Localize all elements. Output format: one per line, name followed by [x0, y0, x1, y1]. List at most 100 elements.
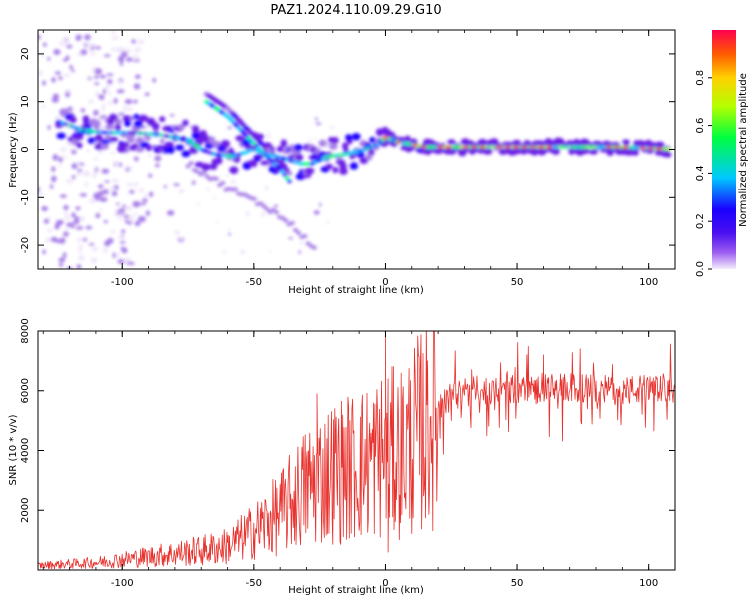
- ridge-upper-core: [251, 141, 257, 146]
- ridge-main-halo: [188, 148, 199, 154]
- noise-speck: [82, 237, 87, 242]
- ridge-upper-core: [284, 176, 290, 180]
- noise-speck: [85, 43, 94, 49]
- noise-speck: [116, 89, 125, 94]
- noise-speck: [94, 91, 100, 97]
- ridge-main-halo: [318, 139, 327, 147]
- noise-speck: [58, 263, 64, 267]
- noise-speck: [179, 236, 183, 241]
- spectrogram-xtick-label-3: 50: [511, 277, 524, 288]
- noise-speck: [58, 257, 66, 263]
- noise-speck: [51, 166, 56, 172]
- noise-speck: [103, 220, 108, 224]
- ridge-main-halo: [114, 124, 122, 132]
- ridge-main-halo: [177, 124, 185, 130]
- noise-speck: [131, 213, 139, 216]
- ridge-hotspot: [382, 135, 389, 140]
- ridge-main-halo: [201, 163, 211, 171]
- noise-speck: [75, 172, 82, 176]
- colorbar-ticks: 0.0 0.2 0.4 0.6 0.8: [695, 70, 712, 277]
- noise-speck: [137, 215, 146, 223]
- noise-speck: [228, 232, 231, 236]
- noise-speck: [55, 115, 59, 122]
- ridge-hotspot: [520, 145, 528, 149]
- noise-speck: [65, 178, 74, 184]
- ridge-main-halo: [100, 142, 109, 150]
- noise-speck: [52, 154, 58, 161]
- noise-speck: [173, 183, 180, 187]
- ridge-upper-halo: [286, 171, 293, 176]
- ridge-main-halo: [588, 149, 598, 155]
- ridge-lower-mark: [273, 210, 279, 215]
- snr-xtick-label-1: -50: [246, 578, 262, 589]
- noise-speck: [148, 191, 154, 198]
- ridge-hotspot: [647, 147, 655, 150]
- ridge-hotspot: [655, 147, 663, 150]
- noise-speck: [65, 91, 70, 98]
- noise-speck: [119, 241, 126, 244]
- noise-speck: [268, 249, 272, 252]
- noise-speck: [138, 188, 145, 193]
- noise-speck: [53, 49, 61, 55]
- noise-speck: [95, 46, 101, 50]
- noise-speck: [87, 99, 95, 104]
- ridge-upper-core: [280, 169, 285, 174]
- noise-speck: [137, 39, 145, 45]
- ridge-upper-core: [235, 124, 240, 128]
- spectrogram-xlabel: Height of straight line (km): [288, 285, 424, 296]
- ridge-lower-mark: [270, 207, 276, 212]
- noise-speck: [51, 77, 56, 83]
- noise-speck: [126, 107, 133, 112]
- noise-speck: [42, 80, 46, 86]
- noise-speck: [79, 215, 85, 222]
- ridge-main-halo: [332, 166, 339, 174]
- noise-speck: [65, 226, 69, 233]
- noise-speck: [110, 30, 116, 34]
- noise-speck: [116, 46, 125, 53]
- noise-speck: [91, 172, 97, 179]
- noise-speck: [299, 241, 305, 245]
- noise-speck: [81, 41, 86, 45]
- ridge-hotspot: [495, 145, 503, 149]
- noise-speck: [197, 201, 200, 207]
- noise-speck: [77, 168, 82, 173]
- noise-speck: [113, 185, 119, 189]
- snr-xtick-label-3: 50: [511, 578, 524, 589]
- snr-xlabel: Height of straight line (km): [288, 585, 424, 596]
- ridge-main-halo: [295, 153, 304, 162]
- noise-speck: [45, 237, 51, 243]
- noise-speck: [313, 136, 316, 140]
- ridge-main-halo: [404, 135, 411, 143]
- spectrogram-xtick-label-1: -50: [246, 277, 262, 288]
- spectrogram-xtick-label-2: 0: [382, 277, 388, 288]
- ridge-main-halo: [349, 162, 359, 170]
- noise-speck: [59, 40, 66, 46]
- ridge-lower-mark: [213, 176, 219, 181]
- ridge-main-halo: [280, 139, 288, 148]
- ridge-main-halo: [477, 138, 488, 147]
- ridge-main-halo: [94, 134, 103, 142]
- noise-speck: [90, 51, 96, 56]
- ridge-upper-core: [225, 114, 230, 119]
- ridge-main-halo: [87, 137, 96, 144]
- noise-speck: [75, 206, 81, 211]
- ridge-main-halo: [125, 132, 136, 139]
- noise-speck: [104, 180, 110, 183]
- ridge-upper-halo: [279, 161, 286, 167]
- noise-speck: [142, 198, 148, 203]
- ridge-main-halo: [175, 144, 185, 151]
- noise-speck: [106, 73, 114, 77]
- noise-speck: [121, 247, 128, 254]
- ridge-main-halo: [351, 132, 361, 141]
- noise-speck: [116, 202, 120, 206]
- noise-speck: [313, 210, 320, 215]
- ridge-main-halo: [76, 142, 83, 149]
- noise-speck: [80, 49, 88, 55]
- noise-speck: [169, 114, 175, 117]
- noise-speck: [114, 211, 118, 217]
- ridge-upper-core: [242, 131, 247, 136]
- ridge-main-halo: [276, 146, 284, 153]
- noise-speck: [319, 202, 322, 207]
